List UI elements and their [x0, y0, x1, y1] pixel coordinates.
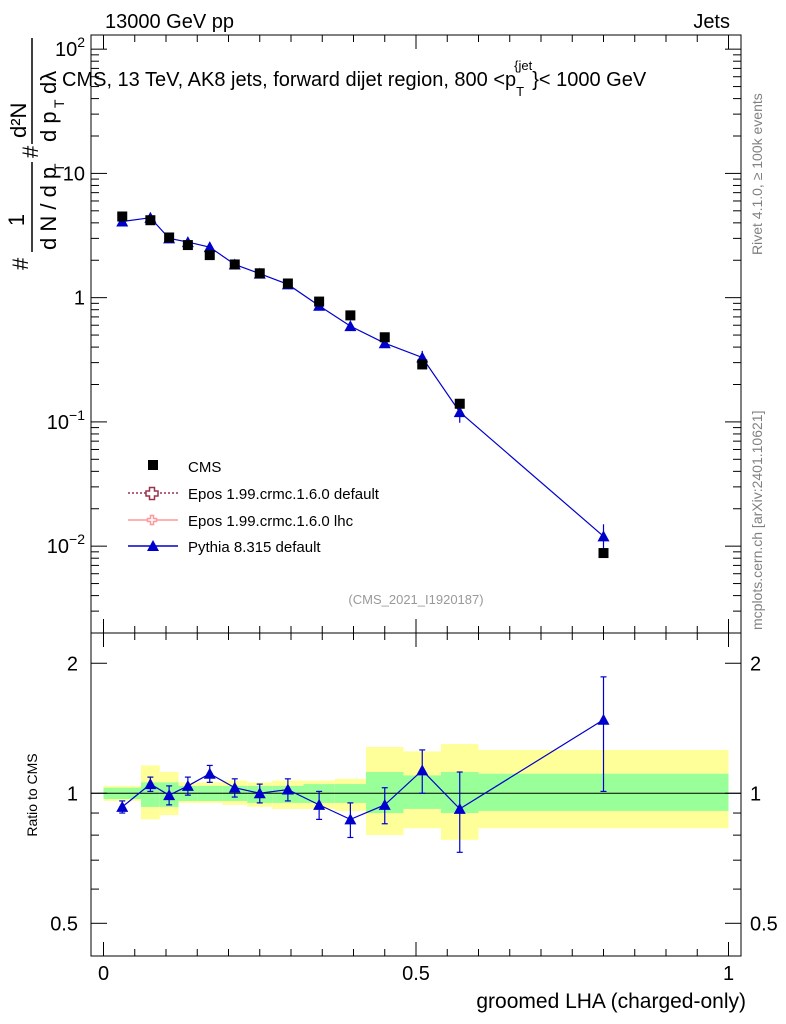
cms-point: [117, 211, 128, 222]
pythia-ratio-point: [378, 798, 391, 810]
pythia-ratio-point: [144, 778, 157, 790]
main-series: [116, 211, 610, 559]
legend-cms: CMS: [148, 459, 221, 476]
pythia-point: [453, 406, 466, 418]
cms-point: [229, 259, 240, 270]
y-tick-label: 102: [55, 34, 85, 61]
pythia-ratio-point: [344, 813, 357, 825]
main-panel: 102 10 1 10−1 10−2: [47, 34, 742, 956]
ratio-y-tick-label-right: 1: [750, 783, 761, 805]
main-axis-ticks: [91, 35, 741, 956]
pythia-ratio-line: [121, 719, 604, 821]
svg-text:d p: d p: [36, 111, 61, 142]
pythia-ratio-point: [203, 767, 216, 779]
ratio-y-tick-label-left: 0.5: [50, 913, 78, 935]
svg-text:d²N: d²N: [6, 103, 31, 138]
pythia-ratio-point: [116, 800, 129, 812]
y-tick-label: 10−1: [47, 407, 85, 434]
pythia-ratio-point: [597, 713, 610, 725]
pythia-ratio-point: [163, 789, 176, 801]
cms-point: [379, 332, 390, 343]
mcplots-label: mcplots.cern.ch [arXiv:2401.10621]: [749, 411, 765, 630]
y-tick-label: 1: [74, 288, 85, 310]
cms-point: [182, 240, 193, 251]
cms-point: [417, 359, 428, 370]
svg-text:#: #: [8, 257, 33, 270]
pythia-point: [203, 241, 216, 253]
y-tick-label: 10−2: [47, 531, 85, 558]
x-tick-label: 1: [723, 963, 734, 985]
ratio-y-tick-label-left: 1: [67, 783, 78, 805]
pythia-point: [378, 337, 391, 349]
analysis-id: (CMS_2021_I1920187): [348, 592, 483, 607]
svg-text:CMS: CMS: [188, 459, 221, 476]
ratio-series: [116, 676, 610, 853]
cms-point: [314, 296, 325, 307]
cms-point: [204, 250, 215, 261]
ratio-y-tick-label-right: 0.5: [750, 913, 778, 935]
pythia-ratio-point: [253, 787, 266, 799]
x-tick-label: 0: [98, 963, 109, 985]
svg-text:d N / d p: d N / d p: [36, 167, 61, 250]
ratio-y-axis-label: Ratio to CMS: [24, 753, 40, 836]
main-y-axis-label: # 1 d N / d p T # d²N d p T dλ: [4, 38, 67, 270]
legend: CMS Epos 1.99.crmc.1.6.0 default Epos 1.…: [128, 459, 380, 556]
cms-point: [145, 215, 156, 226]
chart-title: CMS, 13 TeV, AK8 jets, forward dijet reg…: [62, 58, 647, 99]
pythia-ratio-point: [181, 779, 194, 791]
cms-point: [345, 310, 356, 321]
cms-point: [164, 232, 175, 243]
ratio-panel: 2 2 1 1 0.5 0.5: [50, 632, 778, 957]
pythia-ratio-point: [228, 781, 241, 793]
x-tick-labels: 0 0.5 1: [98, 963, 734, 985]
svg-text:#: #: [18, 145, 43, 158]
legend-pythia: Pythia 8.315 default: [128, 539, 321, 556]
pythia-ratio-point: [313, 798, 326, 810]
ratio-y-tick-label-left: 2: [67, 653, 78, 675]
svg-text:1: 1: [4, 214, 29, 226]
x-axis-label: groomed LHA (charged-only): [476, 990, 746, 1013]
cms-point: [282, 278, 293, 289]
svg-text:dλ: dλ: [36, 71, 61, 94]
svg-text:T: T: [51, 163, 67, 172]
pythia-ratio-point: [453, 802, 466, 814]
cms-point: [454, 398, 465, 409]
svg-text:Epos 1.99.crmc.1.6.0 lhc: Epos 1.99.crmc.1.6.0 lhc: [188, 513, 354, 530]
pythia-ratio-point: [281, 783, 294, 795]
process-label: Jets: [693, 11, 730, 33]
rivet-version-label: Rivet 4.1.0, ≥ 100k events: [749, 93, 765, 255]
ratio-uncertainty-bands: [91, 744, 741, 840]
cms-point: [598, 548, 609, 559]
y-tick-label: 10: [63, 163, 85, 185]
legend-epos-lhc: Epos 1.99.crmc.1.6.0 lhc: [128, 513, 354, 530]
legend-epos-default: Epos 1.99.crmc.1.6.0 default: [128, 486, 380, 503]
ratio-frame: [90, 632, 742, 957]
pythia-point: [344, 320, 357, 332]
energy-label: 13000 GeV pp: [105, 11, 234, 33]
ratio-y-tick-label-right: 2: [750, 653, 761, 675]
pythia-ratio-point: [416, 764, 429, 776]
main-y-tick-labels: 102 10 1 10−1 10−2: [47, 34, 85, 558]
ratio-axis-ticks: 2 2 1 1 0.5 0.5: [50, 653, 778, 935]
pythia-point: [597, 530, 610, 542]
svg-text:Epos 1.99.crmc.1.6.0 default: Epos 1.99.crmc.1.6.0 default: [188, 486, 380, 503]
svg-text:T: T: [51, 99, 67, 108]
cms-point: [254, 268, 265, 279]
x-tick-label: 0.5: [402, 963, 430, 985]
svg-text:Pythia 8.315 default: Pythia 8.315 default: [188, 539, 321, 556]
